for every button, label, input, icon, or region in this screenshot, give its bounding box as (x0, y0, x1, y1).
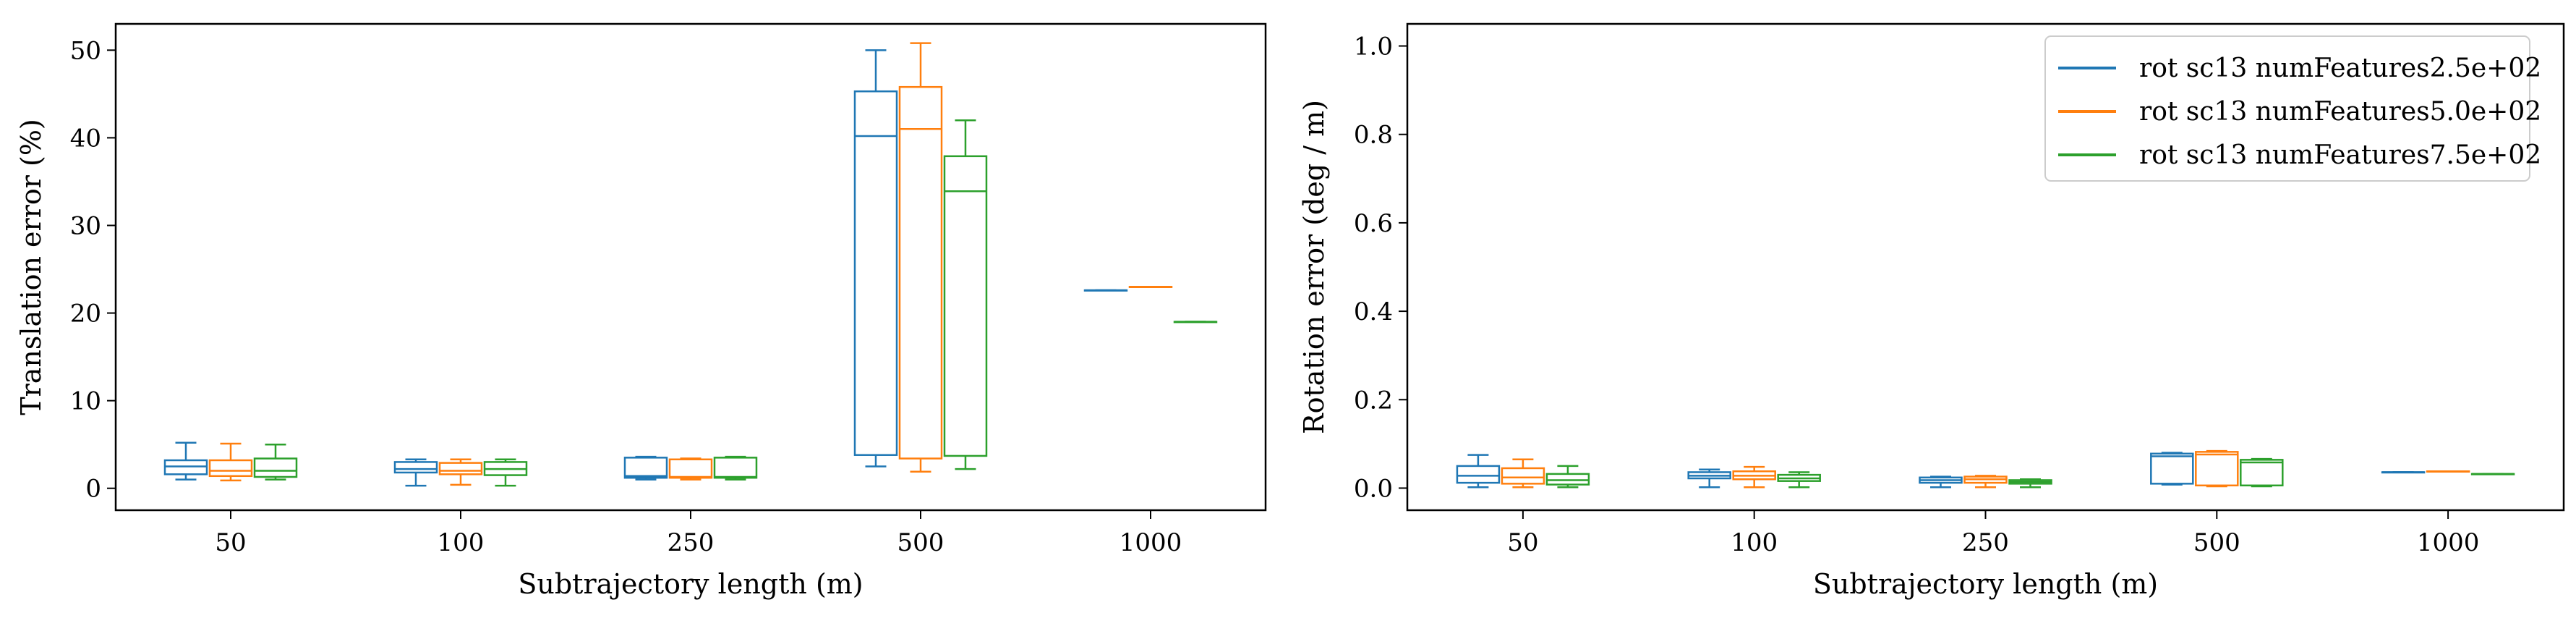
x-tick-label: 250 (668, 528, 715, 557)
legend-entry: rot sc13 numFeatures2.5e+02 (2139, 54, 2541, 83)
box-2-250 (668, 457, 713, 481)
box-3-250 (2008, 478, 2052, 488)
box-body (2240, 459, 2284, 487)
x-axis-label: Subtrajectory length (m) (518, 568, 863, 600)
box-3-500 (943, 119, 988, 470)
box-2-100 (438, 458, 483, 486)
box-body (668, 458, 713, 479)
y-tick-label: 0.4 (1354, 297, 1393, 326)
box-1-50 (1456, 454, 1501, 488)
y-axis-label: Rotation error (deg / m) (1298, 100, 1330, 434)
box-body (898, 85, 943, 460)
box-1-500 (853, 49, 898, 468)
box-body (208, 459, 253, 478)
y-tick-label: 0.8 (1354, 121, 1393, 150)
x-tick-label: 50 (215, 528, 246, 557)
box-2-500 (898, 42, 943, 473)
x-tick-label: 100 (1731, 528, 1778, 557)
box-body (393, 461, 438, 474)
box-3-1000 (2470, 473, 2515, 475)
y-tick-label: 30 (70, 211, 101, 240)
box-3-50 (253, 443, 298, 481)
box-2-50 (1501, 458, 1545, 488)
y-tick-label: 1.0 (1354, 33, 1393, 62)
box-body (2150, 452, 2194, 485)
box-3-100 (483, 458, 528, 487)
y-tick-label: 0.6 (1354, 209, 1393, 238)
box-body (1456, 465, 1501, 484)
box-2-500 (2195, 449, 2239, 488)
box-3-1000 (1173, 321, 1218, 323)
box-1-250 (1919, 475, 1963, 488)
box-3-50 (1545, 465, 1590, 488)
box-2-1000 (2426, 470, 2470, 473)
box-1-100 (393, 458, 438, 487)
y-tick-label: 0.0 (1354, 474, 1393, 503)
box-body (853, 90, 898, 456)
x-tick-label: 1000 (1119, 528, 1182, 557)
box-3-500 (2240, 457, 2284, 488)
box-body (713, 457, 758, 479)
box-1-50 (163, 441, 208, 481)
box-1-1000 (2381, 471, 2426, 474)
box-1-1000 (1083, 289, 1128, 292)
box-body (1501, 467, 1545, 485)
box-1-500 (2150, 452, 2194, 486)
x-tick-label: 100 (438, 528, 485, 557)
y-tick-label: 0.2 (1354, 386, 1393, 415)
y-axis-label: Translation error (%) (15, 119, 47, 415)
box-body (253, 457, 298, 478)
box-2-50 (208, 442, 253, 482)
plot-frame (114, 22, 1267, 512)
box-body (2195, 451, 2239, 487)
legend: rot sc13 numFeatures2.5e+02 rot sc13 numF… (2044, 35, 2541, 182)
y-tick-label: 0 (85, 475, 101, 504)
box-1-250 (623, 455, 668, 481)
x-tick-label: 250 (1962, 528, 2009, 557)
y-tick-label: 50 (70, 36, 101, 65)
x-tick-label: 500 (897, 528, 944, 557)
box-2-250 (1963, 475, 2008, 488)
box-body (623, 457, 668, 479)
box-body (438, 462, 483, 475)
legend-entry: rot sc13 numFeatures5.0e+02 (2139, 97, 2541, 127)
box-body (943, 155, 988, 457)
x-tick-label: 1000 (2417, 528, 2480, 557)
box-3-250 (713, 455, 758, 481)
panel-2: 0.0 0.2 0.4 0.6 0.8 1.0 50 100 250 500 1000 Subtraj… (1298, 22, 2565, 600)
box-3-100 (1777, 471, 1821, 488)
box-1-100 (1687, 468, 1731, 488)
legend-frame (2044, 35, 2530, 182)
y-tick-label: 20 (70, 300, 101, 329)
x-axis-label: Subtrajectory length (m) (1813, 568, 2158, 600)
legend-entry: rot sc13 numFeatures7.5e+02 (2139, 140, 2541, 170)
y-tick-label: 10 (70, 387, 101, 416)
x-tick-label: 50 (1507, 528, 1538, 557)
y-tick-label: 40 (70, 124, 101, 153)
x-tick-label: 500 (2193, 528, 2240, 557)
box-2-100 (1732, 465, 1776, 488)
panel-1: 0 10 20 30 40 50 50 100 250 500 1000 Subtrajectory … (15, 22, 1267, 600)
